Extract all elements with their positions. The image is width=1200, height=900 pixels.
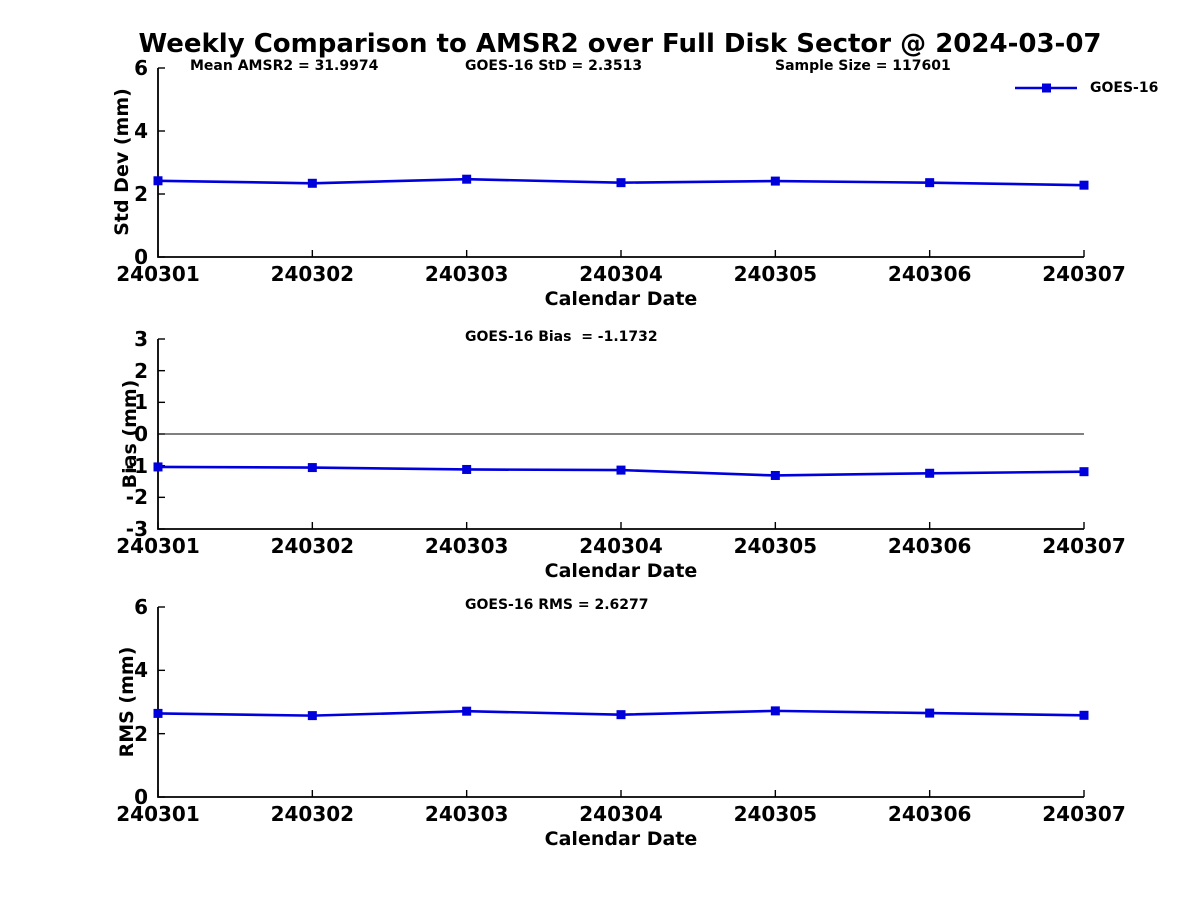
x-tick-label: 240301 [116, 262, 200, 286]
legend-label: GOES-16 [1090, 80, 1159, 96]
y-tick-label: -3 [125, 517, 148, 541]
x-tick-label: 240303 [424, 262, 509, 286]
x-tick-label: 240305 [733, 534, 818, 558]
data-point-marker [153, 176, 163, 186]
x-tick-label: 240302 [270, 262, 355, 286]
y-tick-label: 3 [134, 327, 148, 351]
figure-title: Weekly Comparison to AMSR2 over Full Dis… [138, 29, 1102, 59]
data-point-marker [616, 710, 626, 720]
y-tick-label: 6 [134, 56, 148, 80]
data-point-marker [462, 174, 472, 184]
data-point-marker [153, 708, 163, 718]
x-tick-label: 240303 [424, 802, 509, 826]
data-point-marker [770, 176, 780, 186]
data-point-marker [153, 462, 163, 472]
x-tick-label: 240306 [887, 802, 972, 826]
x-tick-label: 240306 [887, 534, 972, 558]
x-tick-label: 240301 [116, 802, 200, 826]
y-tick-label: 2 [134, 721, 148, 746]
data-point-marker [616, 178, 626, 188]
data-point-marker [925, 708, 935, 718]
x-tick-label: 240302 [270, 534, 355, 558]
x-tick-label: 240304 [579, 802, 663, 826]
y-tick-label: -2 [125, 485, 148, 510]
data-point-marker [1079, 467, 1089, 477]
y-tick-label: 1 [134, 390, 148, 415]
x-tick-label: 240307 [1042, 262, 1126, 286]
data-point-marker [616, 465, 626, 475]
y-tick-label: 4 [134, 658, 148, 683]
data-point-marker [307, 178, 317, 188]
y-tick-label: 6 [134, 595, 148, 619]
x-tick-label: 240305 [733, 262, 818, 286]
data-point-marker [307, 463, 317, 473]
x-tick-label: 240302 [270, 802, 355, 826]
axis-lines [157, 68, 1084, 258]
annotation-mean-amsr2: Mean AMSR2 = 31.9974 [190, 58, 379, 74]
data-point-marker [1079, 710, 1089, 720]
xlabel-calendar-date-3: Calendar Date [544, 828, 698, 850]
xlabel-calendar-date-1: Calendar Date [544, 288, 698, 310]
x-tick-label: 240307 [1042, 534, 1126, 558]
xlabel-calendar-date-2: Calendar Date [544, 560, 698, 582]
axis-lines [157, 607, 1084, 798]
data-point-marker [925, 178, 935, 188]
legend-line-icon [1015, 83, 1077, 93]
annotation-goes16-std: GOES-16 StD = 2.3513 [465, 58, 643, 74]
y-tick-label: -1 [125, 453, 148, 478]
y-tick-label: 2 [134, 182, 148, 206]
data-point-marker [462, 464, 472, 474]
y-tick-label: 0 [134, 245, 148, 269]
x-tick-label: 240305 [733, 802, 818, 826]
annotation-goes16-rms: GOES-16 RMS = 2.6277 [465, 597, 649, 613]
legend: GOES-16 [1015, 80, 1158, 96]
data-point-marker [462, 706, 472, 716]
data-point-marker [1079, 180, 1089, 190]
x-tick-label: 240304 [579, 262, 663, 286]
annotation-sample-size: Sample Size = 117601 [775, 58, 951, 74]
y-tick-label: 4 [134, 119, 148, 143]
x-tick-label: 240303 [424, 534, 509, 558]
data-point-marker [770, 470, 780, 480]
data-point-marker [925, 468, 935, 478]
y-tick-label: 0 [134, 422, 148, 446]
y-tick-label: 2 [134, 358, 148, 383]
x-tick-label: 240304 [579, 534, 663, 558]
annotation-goes16-bias: GOES-16 Bias = -1.1732 [465, 329, 658, 345]
x-tick-label: 240301 [116, 534, 200, 558]
y-tick-label: 0 [134, 785, 148, 809]
x-tick-label: 240307 [1042, 802, 1126, 826]
data-point-marker [770, 706, 780, 716]
data-point-marker [307, 711, 317, 721]
x-tick-label: 240306 [887, 262, 972, 286]
